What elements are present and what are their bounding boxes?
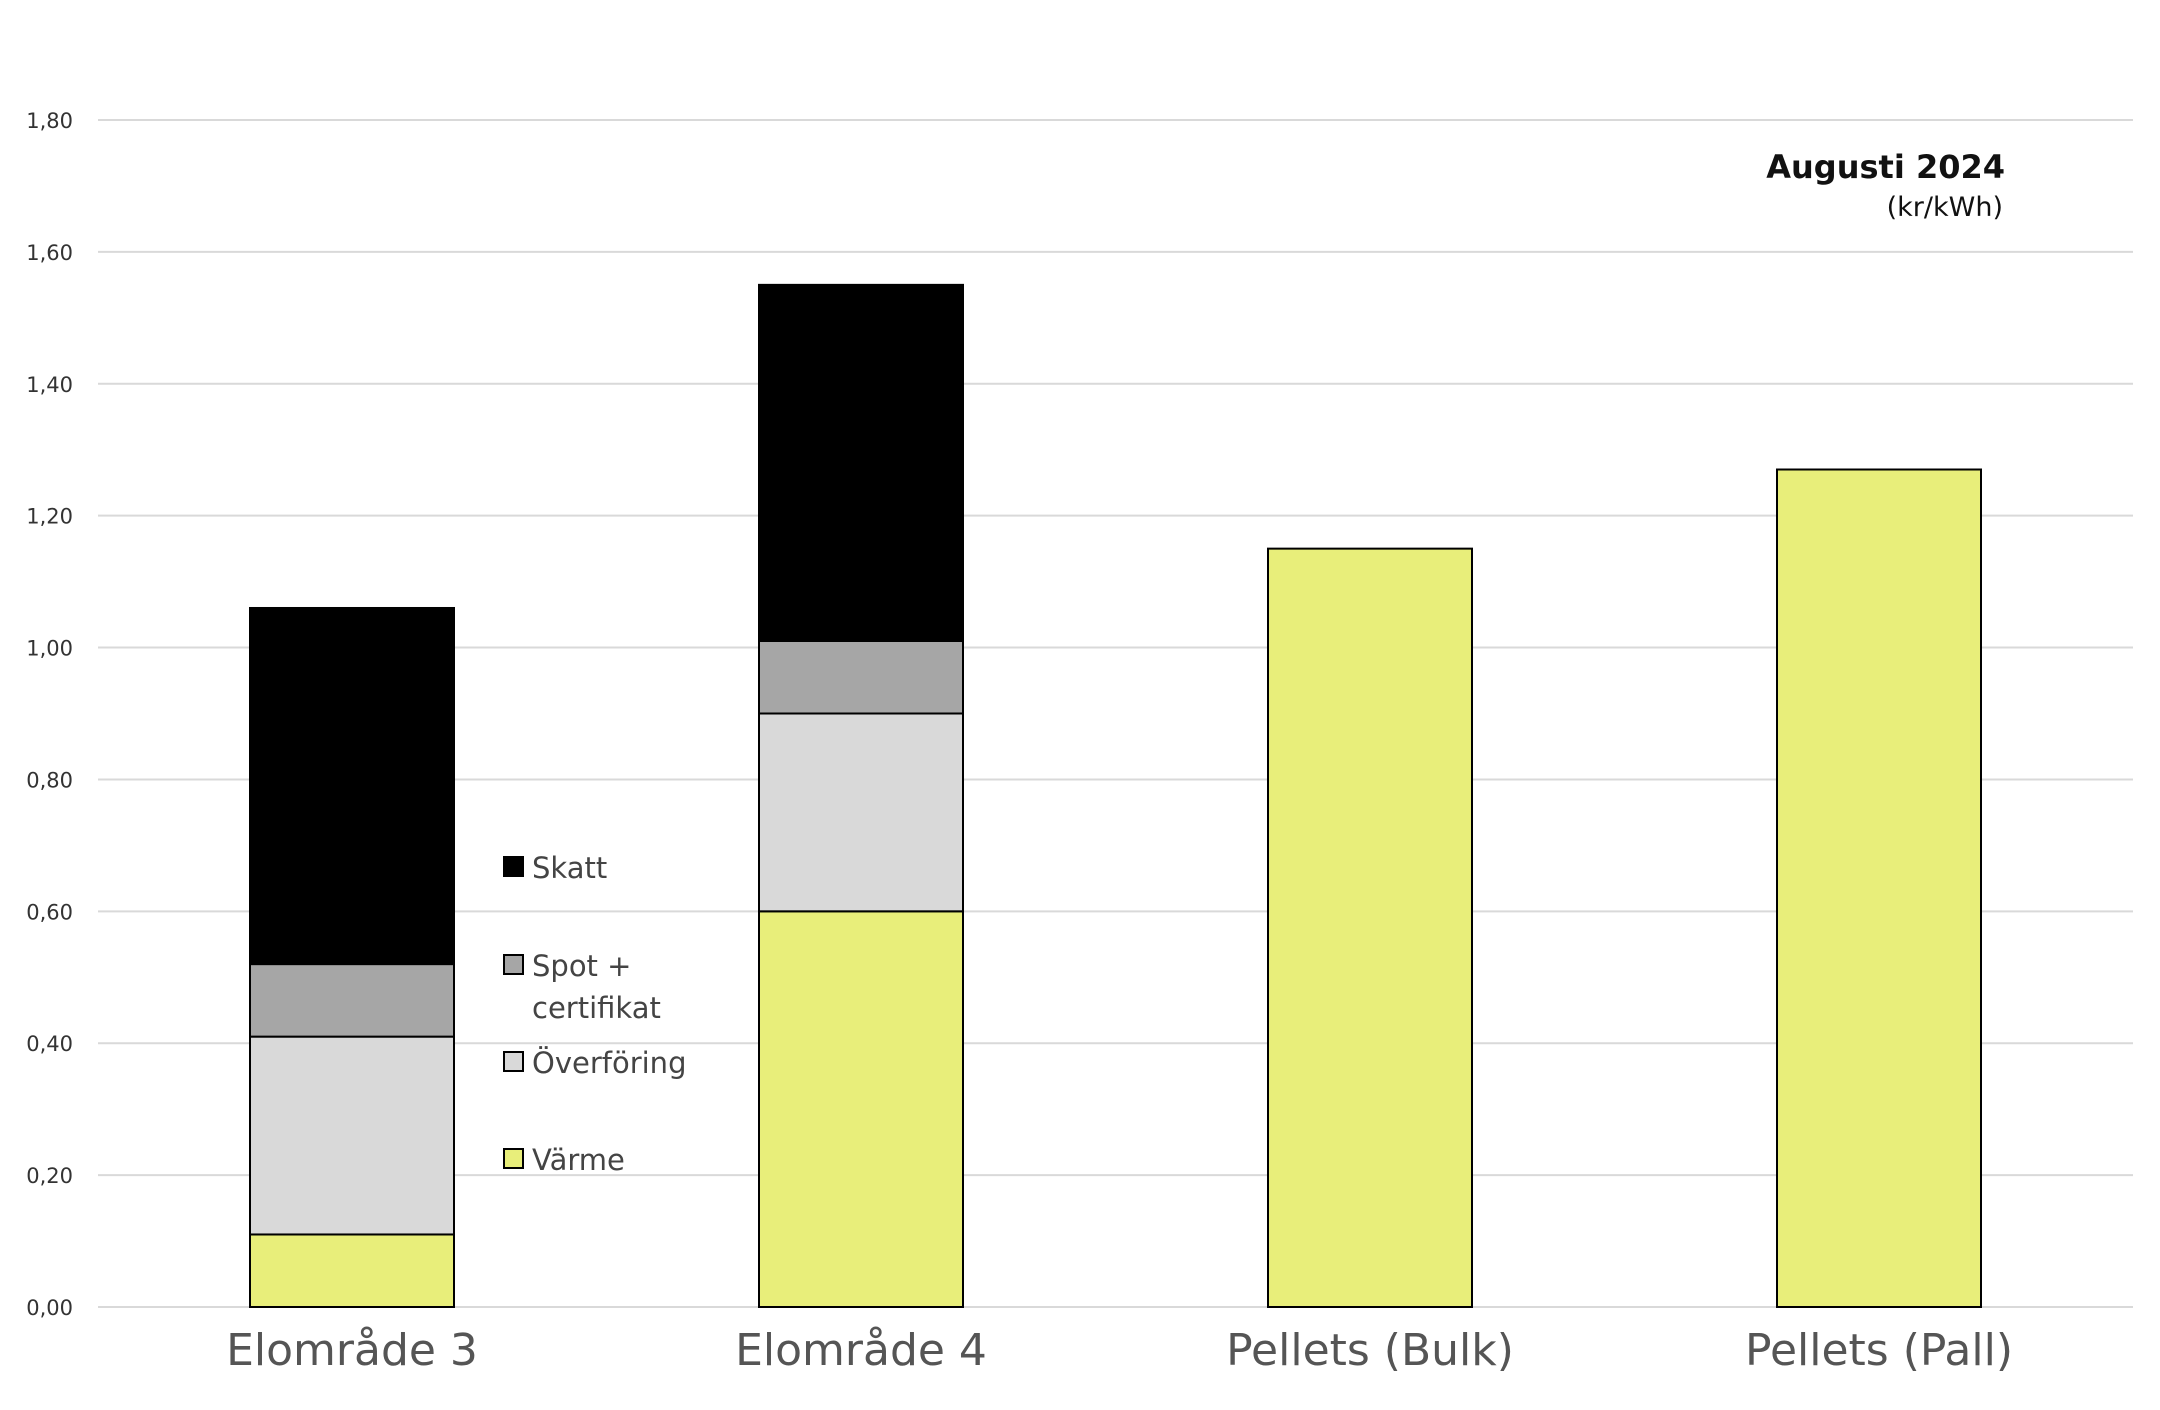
bar-segment xyxy=(249,1233,455,1308)
legend: Skatt Spot + certifikat Överföring Värme xyxy=(503,851,686,1177)
legend-label: Värme xyxy=(532,1143,625,1177)
bar-segment xyxy=(758,639,964,715)
legend-label: Skatt xyxy=(532,851,607,885)
chart-subtitle: (kr/kWh) xyxy=(1887,192,2003,223)
y-axis-tick-labels: 0,00 0,20 0,40 0,60 0,80 1,00 1,20 1,40 1,60 1,80 xyxy=(26,109,73,1320)
bar-segment xyxy=(758,712,964,913)
chart-title: Augusti 2024 xyxy=(1766,148,2005,186)
bars xyxy=(249,283,1982,1308)
bar-segment xyxy=(758,283,964,642)
bar-segment xyxy=(249,963,455,1038)
y-tick-label: 0,60 xyxy=(26,900,73,924)
bar-segment xyxy=(758,910,964,1308)
y-tick-label: 1,20 xyxy=(26,505,73,529)
y-tick-label: 1,60 xyxy=(26,241,73,265)
bar-segment xyxy=(249,1035,455,1236)
y-tick-label: 1,40 xyxy=(26,373,73,397)
x-category-label: Elområde 3 xyxy=(226,1325,478,1376)
y-tick-label: 0,00 xyxy=(26,1296,73,1320)
bar-segment xyxy=(249,606,455,966)
y-tick-label: 1,00 xyxy=(26,637,73,661)
x-category-label: Elområde 4 xyxy=(735,1325,987,1376)
y-tick-label: 1,80 xyxy=(26,109,73,133)
x-category-label: Pellets (Pall) xyxy=(1745,1325,2013,1376)
bar-segment xyxy=(1267,547,1473,1308)
bar-segment xyxy=(1776,468,1982,1308)
y-tick-label: 0,80 xyxy=(26,768,73,792)
legend-label: Överföring xyxy=(532,1046,686,1080)
y-tick-label: 0,40 xyxy=(26,1032,73,1056)
legend-label: certifikat xyxy=(532,991,661,1025)
legend-swatch xyxy=(503,1148,524,1169)
x-category-label: Pellets (Bulk) xyxy=(1226,1325,1514,1376)
legend-swatch xyxy=(503,954,524,975)
legend-swatch xyxy=(503,856,524,877)
legend-swatch xyxy=(503,1051,524,1072)
x-axis-category-labels: Elområde 3 Elområde 4 Pellets (Bulk) Pellet… xyxy=(226,1325,2013,1376)
legend-label: Spot + xyxy=(532,949,631,983)
y-tick-label: 0,20 xyxy=(26,1164,73,1188)
